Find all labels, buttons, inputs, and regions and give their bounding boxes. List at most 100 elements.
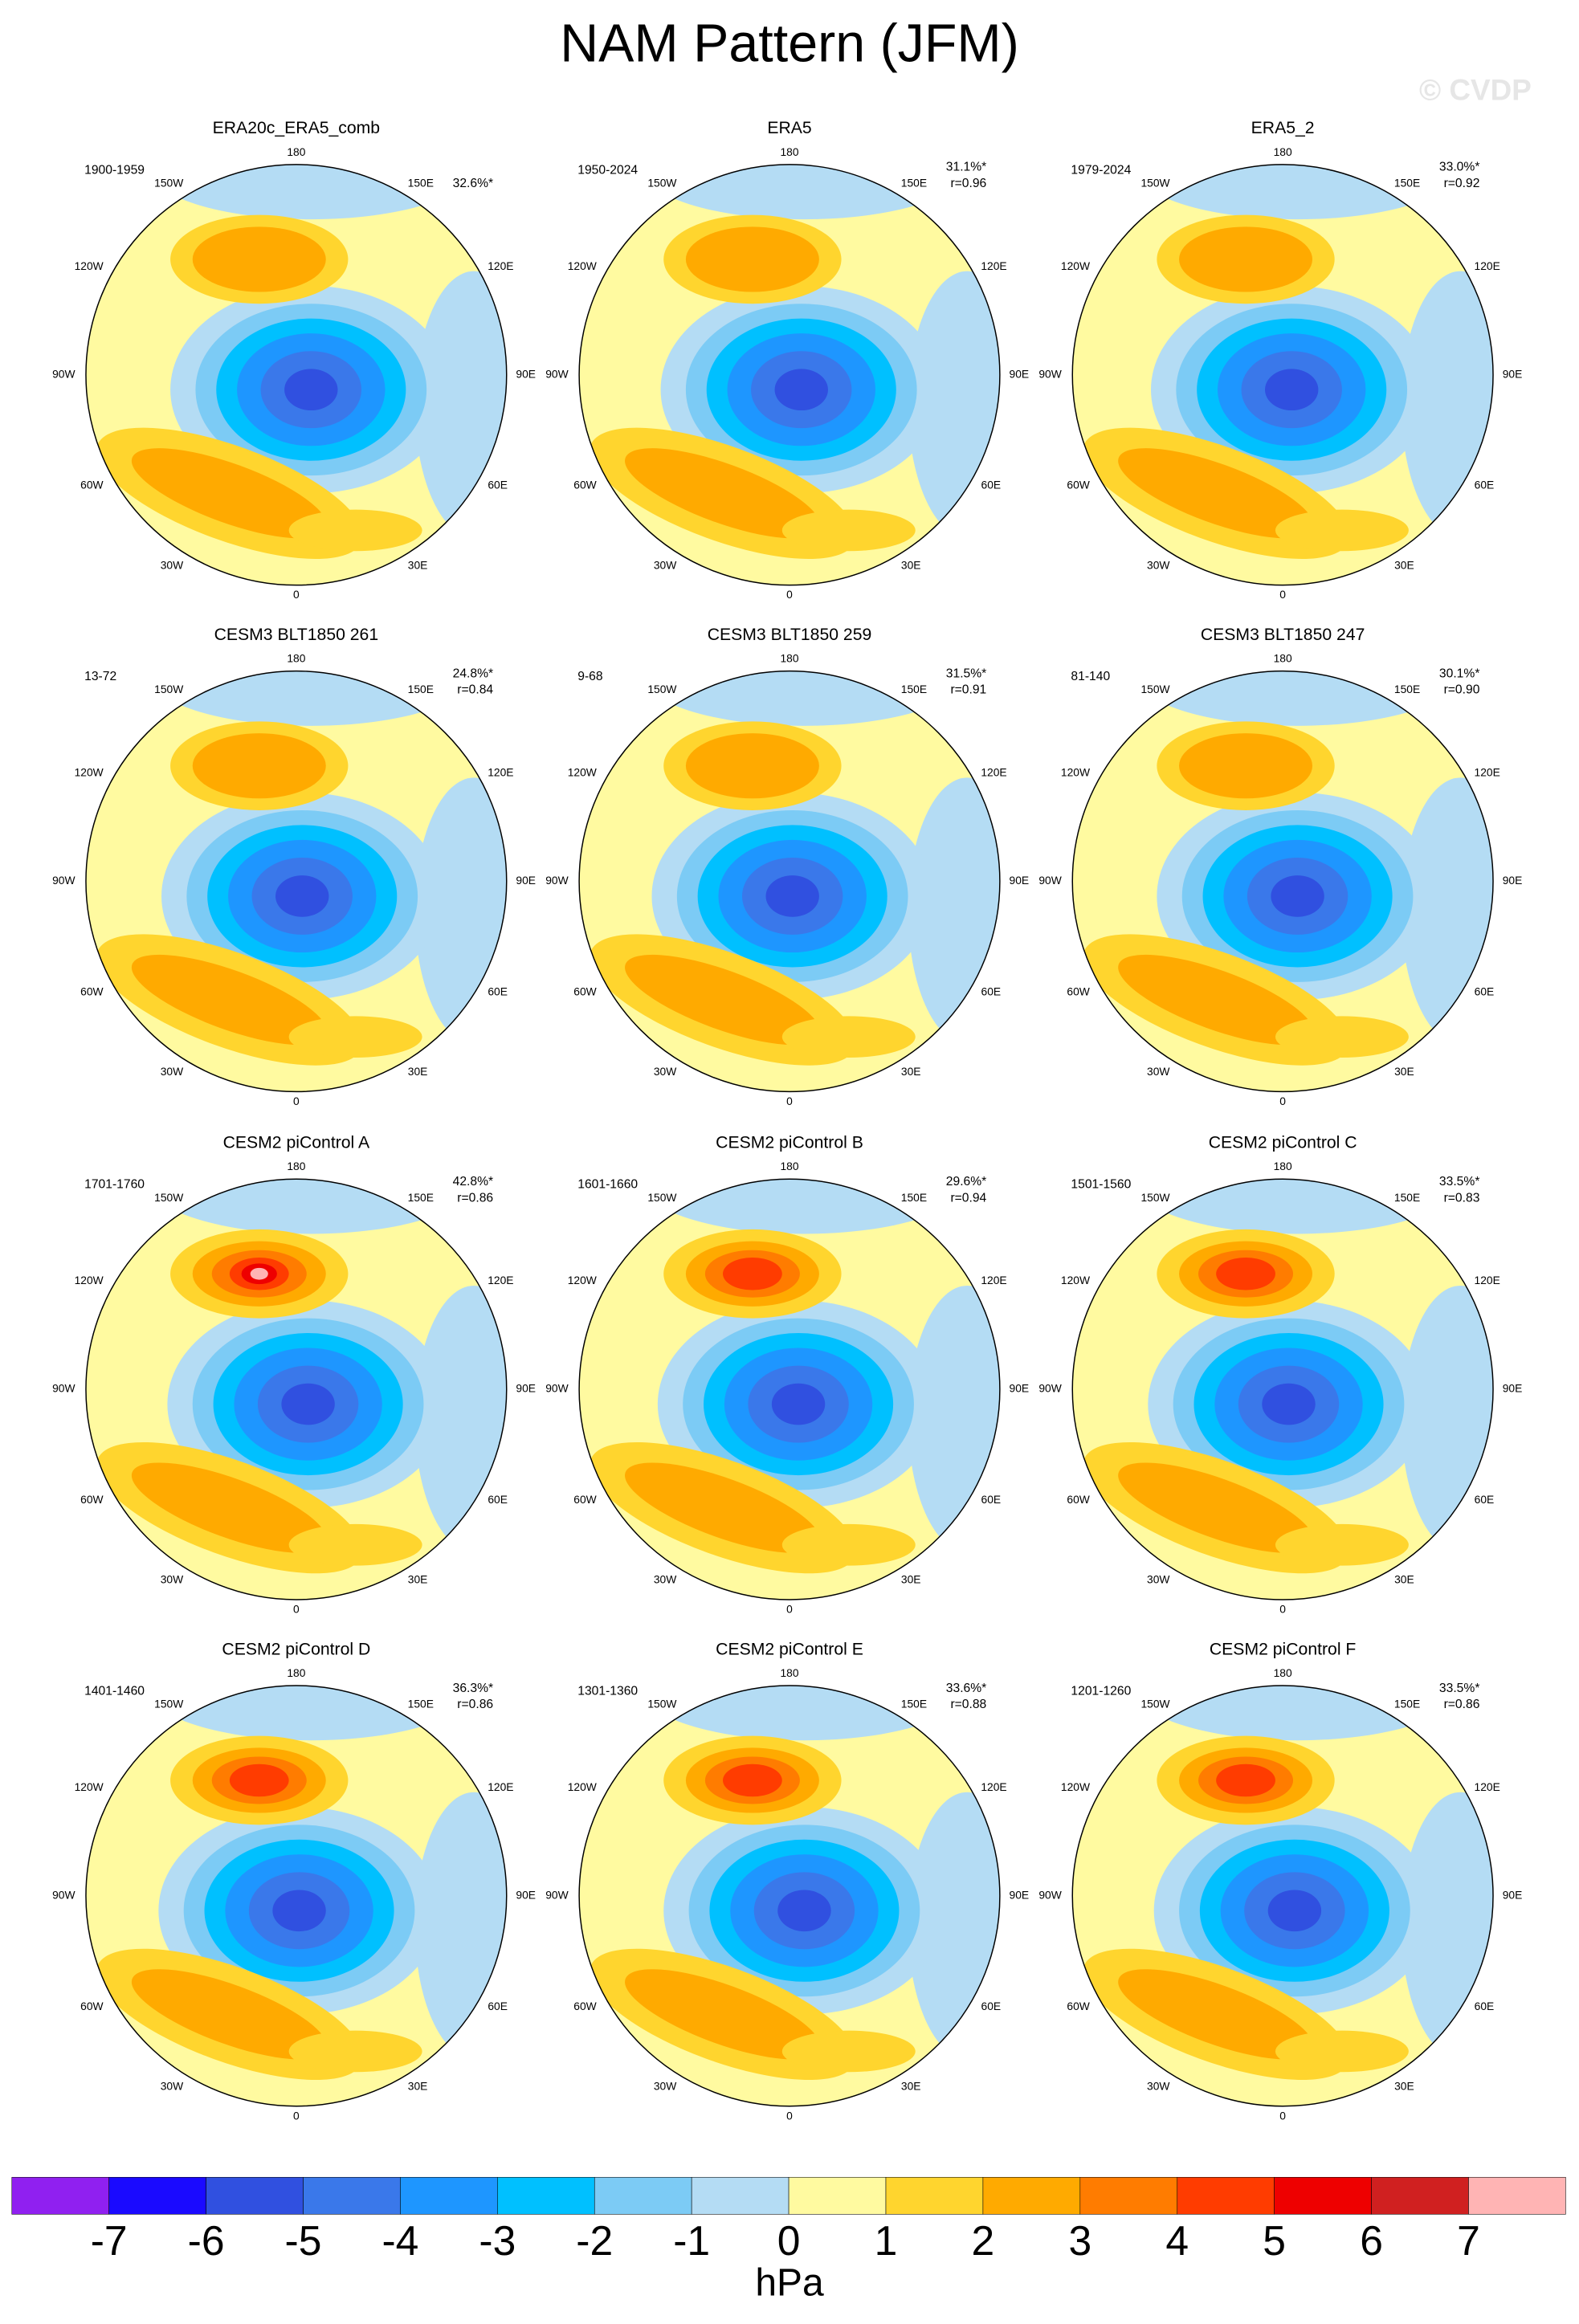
colorbar-tick-label: -1 xyxy=(673,2217,710,2264)
colorbar-tick-label: -2 xyxy=(576,2217,613,2264)
longitude-label: 120E xyxy=(981,766,1006,779)
high-contour xyxy=(1275,1016,1409,1058)
high-contour xyxy=(1179,733,1313,799)
low-zone xyxy=(641,671,968,726)
longitude-label: 60W xyxy=(80,479,103,491)
longitude-label: 150E xyxy=(1394,683,1420,695)
panel-title: CESM2 piControl A xyxy=(223,1134,370,1152)
high-contour xyxy=(1118,448,1315,539)
longitude-label: 60E xyxy=(488,1493,508,1506)
variance-label: 29.6%* xyxy=(946,1175,987,1189)
high-contour xyxy=(1118,1462,1315,1553)
colorbar-tick-label: 0 xyxy=(777,2217,801,2264)
high-contour xyxy=(288,1523,422,1566)
longitude-label: 60E xyxy=(1475,985,1495,997)
longitude-label: 120E xyxy=(1475,259,1500,272)
longitude-label: 90W xyxy=(52,367,75,380)
colorbar-tick-label: -3 xyxy=(479,2217,516,2264)
high-contour xyxy=(685,733,819,799)
longitude-label: 120E xyxy=(488,259,513,272)
colorbar-tick-label: 6 xyxy=(1360,2217,1383,2264)
longitude-label: 60E xyxy=(488,479,508,491)
longitude-label: 90W xyxy=(1038,1888,1061,1901)
colorbar-segment xyxy=(1177,2176,1275,2215)
high-contour xyxy=(288,2030,422,2073)
correlation-label: r=0.94 xyxy=(950,1191,986,1205)
longitude-label: 180 xyxy=(1274,1666,1292,1679)
longitude-label: 60W xyxy=(573,985,596,997)
longitude-label: 60W xyxy=(1067,1493,1089,1506)
longitude-label: 150W xyxy=(647,1191,676,1204)
colorbar-tick-label: 1 xyxy=(875,2217,898,2264)
longitude-label: 90E xyxy=(1010,1888,1030,1901)
longitude-label: 60E xyxy=(488,2000,508,2012)
longitude-label: 90E xyxy=(1503,367,1523,380)
high-contour xyxy=(229,1763,289,1797)
period-label: 13-72 xyxy=(84,670,116,683)
correlation-label: r=0.84 xyxy=(457,683,493,697)
period-label: 1701-1760 xyxy=(84,1178,145,1192)
longitude-label: 120E xyxy=(488,1780,513,1793)
map-border xyxy=(85,670,508,1093)
colorbar-segment xyxy=(594,2176,692,2215)
map-field xyxy=(1072,1179,1494,1600)
panel-title: CESM3 BLT1850 261 xyxy=(214,626,379,644)
colorbar-tick-label: 2 xyxy=(972,2217,995,2264)
variance-label: 36.3%* xyxy=(453,1682,494,1695)
longitude-label: 60W xyxy=(573,2000,596,2012)
longitude-label: 120E xyxy=(1475,766,1500,779)
map-border xyxy=(1071,1178,1494,1600)
map-border xyxy=(85,164,508,586)
period-label: 1201-1260 xyxy=(1071,1684,1131,1698)
high-contour xyxy=(1216,1257,1275,1290)
longitude-label: 150W xyxy=(154,1191,183,1204)
longitude-label: 30E xyxy=(901,1573,921,1586)
longitude-label: 120W xyxy=(1061,766,1090,779)
longitude-label: 30E xyxy=(1394,1573,1414,1586)
map-border xyxy=(1071,1685,1494,2107)
longitude-label: 90W xyxy=(545,1888,568,1901)
longitude-label: 120W xyxy=(568,766,597,779)
colorbar-segment xyxy=(497,2176,595,2215)
panel-title: CESM2 piControl E xyxy=(716,1640,863,1658)
longitude-label: 180 xyxy=(287,652,305,665)
longitude-label: 60W xyxy=(573,1493,596,1506)
longitude-label: 150E xyxy=(408,1698,434,1710)
longitude-label: 30E xyxy=(901,1065,921,1078)
variance-label: 33.6%* xyxy=(946,1682,987,1695)
longitude-label: 60W xyxy=(1067,985,1089,997)
longitude-label: 30W xyxy=(161,2079,183,2092)
colorbar-segment xyxy=(1371,2176,1469,2215)
correlation-label: r=0.90 xyxy=(1444,683,1480,697)
map-field xyxy=(1072,164,1494,585)
longitude-label: 90W xyxy=(1038,874,1061,887)
correlation-label: r=0.83 xyxy=(1444,1191,1480,1205)
colorbar-tick-label: -6 xyxy=(188,2217,225,2264)
high-contour xyxy=(625,1969,821,2060)
map-border xyxy=(578,670,1001,1093)
longitude-label: 150E xyxy=(901,1191,927,1204)
colorbar-tick-label: -4 xyxy=(381,2217,418,2264)
longitude-label: 90W xyxy=(545,367,568,380)
period-label: 1501-1560 xyxy=(1071,1178,1131,1192)
variance-label: 31.5%* xyxy=(946,667,987,680)
low-contour xyxy=(284,369,338,411)
high-contour xyxy=(723,1257,782,1290)
high-contour xyxy=(1275,2030,1409,2073)
correlation-label: r=0.86 xyxy=(457,1191,493,1205)
longitude-label: 150W xyxy=(1140,1191,1169,1204)
longitude-label: 120E xyxy=(1475,1274,1500,1286)
longitude-label: 120W xyxy=(1061,1780,1090,1793)
colorbar-segment xyxy=(1468,2176,1566,2215)
longitude-label: 150W xyxy=(647,683,676,695)
longitude-label: 120E xyxy=(1475,1780,1500,1793)
variance-label: 30.1%* xyxy=(1439,667,1480,680)
high-contour xyxy=(781,509,916,552)
low-zone xyxy=(148,1179,475,1234)
high-contour xyxy=(625,1462,821,1553)
longitude-label: 180 xyxy=(287,1666,305,1679)
longitude-label: 0 xyxy=(786,1603,793,1616)
period-label: 1979-2024 xyxy=(1071,163,1131,177)
high-contour xyxy=(781,1523,916,1566)
